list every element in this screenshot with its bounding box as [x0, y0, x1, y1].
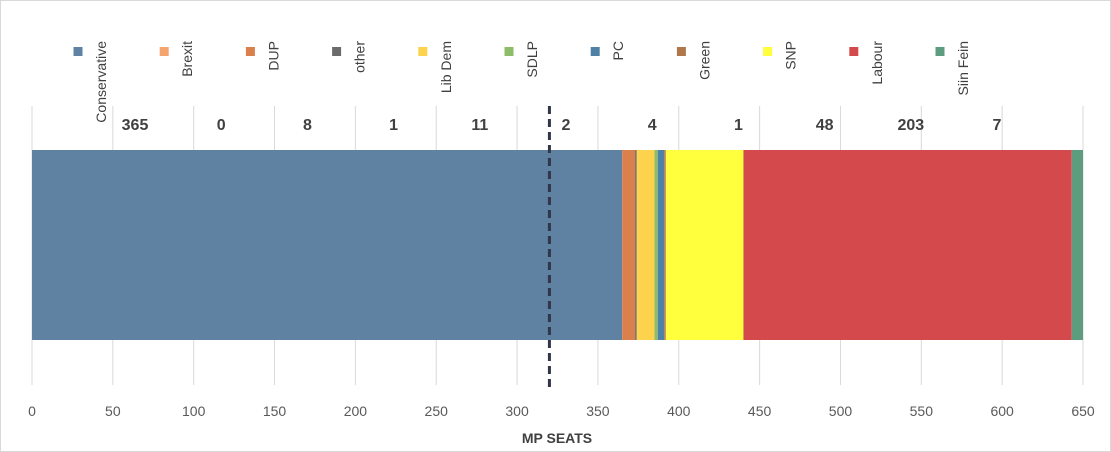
legend-label-other: other	[352, 41, 368, 73]
x-tick-label-100: 100	[182, 403, 206, 419]
x-tick-label-350: 350	[586, 403, 610, 419]
legend-label-sdlp: SDLP	[524, 41, 540, 78]
legend-swatch-brexit	[159, 47, 169, 56]
bar-segment-sdlp	[654, 150, 658, 340]
bar-segment-pc	[657, 150, 665, 340]
x-tick-label-300: 300	[505, 403, 529, 419]
legend-label-pc: PC	[610, 41, 626, 60]
data-label-conservative: 365	[122, 117, 149, 134]
x-tick-label-50: 50	[105, 403, 121, 419]
bar-segment-siin-fein	[1071, 150, 1083, 340]
legend-swatch-labour	[849, 47, 859, 56]
x-axis-title: MP SEATS	[522, 430, 592, 446]
legend-label-siin-fein: Siin Fein	[955, 41, 971, 95]
legend-swatch-dup	[245, 47, 255, 56]
stacked-bar	[32, 150, 1083, 340]
x-tick-label-0: 0	[28, 403, 36, 419]
legend-label-conservative: Conservative	[93, 41, 109, 123]
data-label-green: 1	[734, 117, 743, 134]
bar-segment-conservative	[32, 150, 623, 340]
x-tick-label-600: 600	[990, 403, 1014, 419]
legend-swatch-conservative	[73, 47, 83, 56]
legend-swatch-sdlp	[504, 47, 514, 56]
data-label-other: 1	[389, 117, 398, 134]
data-label-snp: 48	[816, 117, 834, 134]
data-label-pc: 4	[648, 117, 657, 134]
legend: Conservative Brexit DUP other Lib Dem SDLP PC G…	[73, 41, 971, 123]
legend-swatch-pc	[590, 47, 600, 56]
x-tick-label-450: 450	[748, 403, 772, 419]
legend-label-lib-dem: Lib Dem	[438, 41, 454, 93]
x-tick-label-400: 400	[667, 403, 691, 419]
legend-swatch-lib-dem	[418, 47, 428, 56]
data-label-siin-fein: 7	[993, 117, 1002, 134]
x-tick-label-200: 200	[344, 403, 368, 419]
legend-swatch-green	[676, 47, 686, 56]
x-axis-ticks: 0 50 100 150 200 250 300 350 400 450 500 550 600 650	[28, 403, 1095, 419]
legend-label-brexit: Brexit	[179, 41, 195, 77]
legend-label-green: Green	[696, 41, 712, 80]
legend-swatch-snp	[763, 47, 773, 56]
legend-swatch-other	[332, 47, 342, 56]
bar-segment-labour	[743, 150, 1072, 340]
legend-label-labour: Labour	[869, 41, 885, 85]
data-label-brexit: 0	[217, 117, 226, 134]
bar-segment-other	[635, 150, 637, 340]
x-tick-label-650: 650	[1071, 403, 1095, 419]
data-label-lib-dem: 11	[471, 117, 488, 134]
x-tick-label-550: 550	[910, 403, 934, 419]
x-tick-label-500: 500	[829, 403, 853, 419]
data-label-dup: 8	[303, 117, 312, 134]
x-tick-label-250: 250	[425, 403, 449, 419]
data-label-labour: 203	[897, 117, 924, 134]
legend-swatch-siin-fein	[935, 47, 945, 56]
bar-segment-dup	[622, 150, 636, 340]
bar-segment-lib-dem	[636, 150, 655, 340]
data-labels: 365 0 8 1 11 2 4 1 48 203 7	[122, 117, 1002, 134]
legend-label-snp: SNP	[783, 41, 799, 70]
data-label-sdlp: 2	[562, 117, 571, 134]
bar-segment-green	[664, 150, 666, 340]
legend-label-dup: DUP	[265, 41, 281, 71]
x-tick-label-150: 150	[263, 403, 287, 419]
bar-segment-snp	[665, 150, 744, 340]
